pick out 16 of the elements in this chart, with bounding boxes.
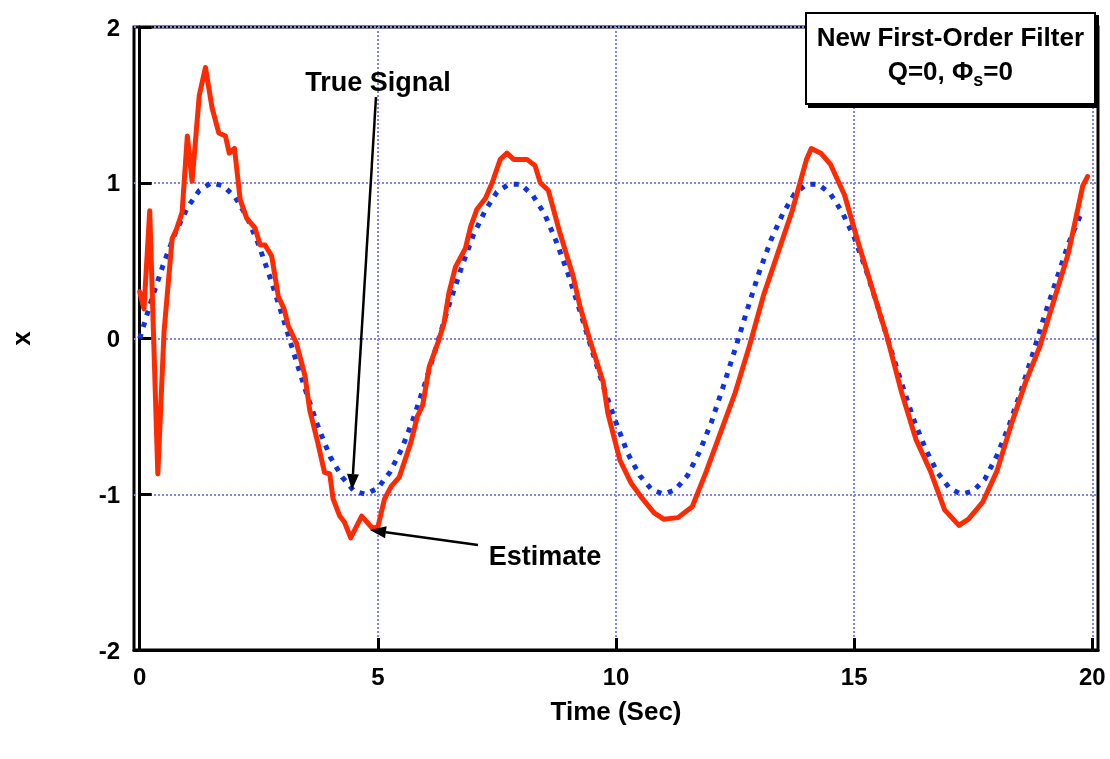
- x-tick-label: 10: [602, 662, 630, 690]
- y-tick-label: -1: [98, 480, 120, 508]
- chart-title: New First-Order Filter: [816, 21, 1084, 54]
- annotation: Estimate: [488, 541, 602, 571]
- y-axis-title: x: [6, 330, 36, 346]
- y-tick-label: 2: [106, 13, 120, 41]
- y-tick-label: 0: [106, 325, 120, 352]
- x-tick-label: 15: [840, 662, 868, 690]
- annotation: True Signal: [305, 67, 451, 97]
- y-tick-label: 1: [106, 169, 120, 197]
- y-tick-label: -2: [98, 636, 120, 664]
- x-axis-title: Time (Sec): [550, 696, 682, 726]
- x-tick-label: 5: [371, 662, 385, 690]
- text: Q=0, Φ$_{s}$=0: [886, 55, 1014, 93]
- x-tick-label: 0: [133, 662, 147, 690]
- x-tick-label: 20: [1078, 662, 1106, 690]
